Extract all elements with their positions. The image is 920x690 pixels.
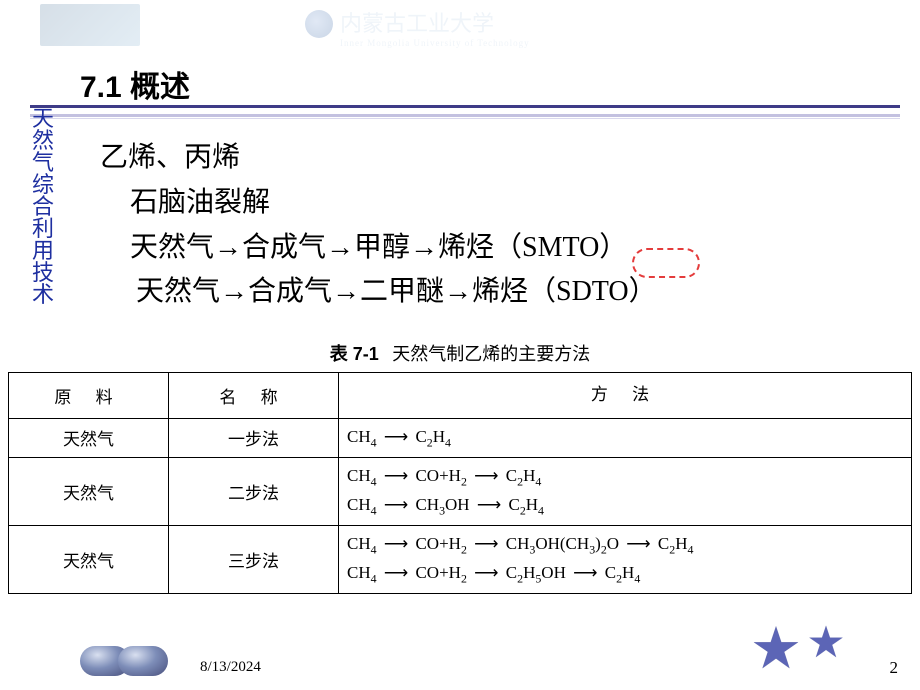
- th-name: 名 称: [169, 373, 339, 419]
- decorative-pill-icon: [80, 646, 180, 676]
- table-caption-text: 天然气制乙烯的主要方法: [392, 344, 590, 364]
- table-row: 天然气一步法CH4 ⟶ C2H4: [9, 418, 912, 457]
- title-rule: [30, 105, 900, 119]
- cell-name: 一步法: [169, 418, 339, 457]
- body-line-4: 天然气→合成气→二甲醚→烯烃（SDTO）: [100, 270, 657, 315]
- body-line-2: 石脑油裂解: [100, 181, 657, 226]
- university-logo: [305, 10, 333, 38]
- university-name-group: 内蒙古工业大学 Inner Mongolia University of Tec…: [340, 6, 530, 48]
- table-caption: 表 7-1 天然气制乙烯的主要方法: [0, 340, 920, 366]
- header-background: 内蒙古工业大学 Inner Mongolia University of Tec…: [0, 0, 920, 50]
- cell-name: 三步法: [169, 525, 339, 593]
- table-header-row: 原 料 名 称 方 法: [9, 373, 912, 419]
- vertical-course-title: 天然气综合利用技术: [32, 108, 56, 306]
- table-caption-num: 表 7-1: [330, 344, 379, 364]
- cell-raw: 天然气: [9, 457, 169, 525]
- table-row: 天然气三步法CH4 ⟶ CO+H2 ⟶ CH3OH(CH3)2O ⟶ C2H4C…: [9, 525, 912, 593]
- section-title: 7.1 概述: [80, 62, 190, 106]
- th-method: 方 法: [339, 373, 912, 419]
- table-row: 天然气二步法CH4 ⟶ CO+H2 ⟶ C2H4CH4 ⟶ CH3OH ⟶ C2…: [9, 457, 912, 525]
- cell-method: CH4 ⟶ CO+H2 ⟶ C2H4CH4 ⟶ CH3OH ⟶ C2H4: [339, 457, 912, 525]
- star-icon: [752, 624, 800, 672]
- star-icon: [808, 624, 844, 660]
- university-name-en: Inner Mongolia University of Technology: [340, 38, 530, 48]
- cell-raw: 天然气: [9, 525, 169, 593]
- methods-table: 原 料 名 称 方 法 天然气一步法CH4 ⟶ C2H4天然气二步法CH4 ⟶ …: [8, 372, 912, 594]
- cell-method: CH4 ⟶ CO+H2 ⟶ CH3OH(CH3)2O ⟶ C2H4CH4 ⟶ C…: [339, 525, 912, 593]
- footer-page-number: 2: [890, 658, 899, 678]
- body-line-3: 天然气→合成气→甲醇→烯烃（SMTO）: [100, 226, 657, 271]
- cell-name: 二步法: [169, 457, 339, 525]
- footer-date: 8/13/2024: [200, 659, 261, 676]
- cell-method: CH4 ⟶ C2H4: [339, 418, 912, 457]
- university-name-cn: 内蒙古工业大学: [340, 6, 530, 38]
- cell-raw: 天然气: [9, 418, 169, 457]
- th-raw: 原 料: [9, 373, 169, 419]
- header-building-image: [40, 4, 140, 46]
- body-text: 乙烯、丙烯 石脑油裂解 天然气→合成气→甲醇→烯烃（SMTO） 天然气→合成气→…: [100, 136, 657, 315]
- body-line-1: 乙烯、丙烯: [100, 136, 657, 181]
